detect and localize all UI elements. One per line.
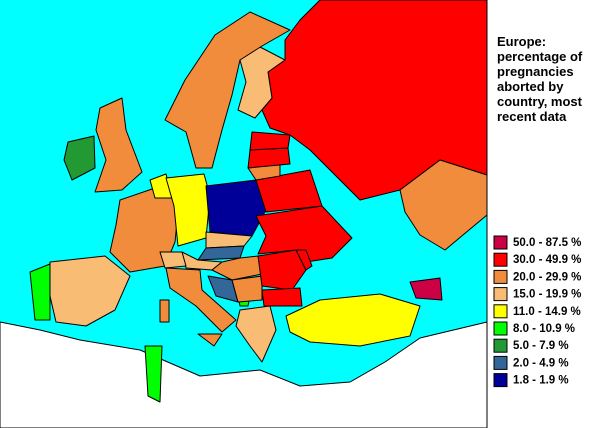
caucasus (409, 277, 443, 301)
sardinia (159, 299, 170, 323)
legend-swatch (493, 355, 508, 370)
legend-swatch (493, 304, 508, 319)
legend-swatch (493, 252, 508, 267)
legend-label: 11.0 - 14.9 % (513, 306, 581, 318)
finland (237, 41, 286, 119)
switzerland (159, 251, 187, 269)
serbia (231, 275, 263, 303)
sicily (197, 333, 223, 347)
portugal (29, 263, 51, 321)
legend-swatch (493, 373, 508, 388)
legend-label: 8.0 - 10.9 % (513, 323, 575, 335)
legend-label: 30.0 - 49.9 % (513, 254, 581, 266)
moldova (295, 249, 313, 271)
turkey (285, 293, 421, 347)
legend-swatch (493, 321, 508, 336)
italy (165, 267, 237, 333)
legend-label: 50.0 - 87.5 % (513, 237, 581, 249)
countries (0, 0, 488, 428)
legend-label: 5.0 - 7.9 % (513, 340, 569, 352)
united-kingdom (94, 97, 143, 193)
legend-swatch (493, 235, 508, 250)
spain (49, 255, 131, 327)
legend-label: 15.0 - 19.9 % (513, 289, 581, 301)
legend-swatch (493, 338, 508, 353)
greece (235, 305, 277, 363)
legend-swatch (493, 269, 508, 284)
legend-label: 1.8 - 1.9 % (513, 375, 569, 387)
belarus (255, 169, 323, 213)
kazakhstan (399, 159, 488, 251)
tunisia (144, 345, 163, 403)
legend-label: 2.0 - 4.9 % (513, 357, 569, 369)
legend-label: 20.0 - 29.9 % (513, 271, 581, 283)
bulgaria (261, 287, 303, 307)
legend: 50.0 - 87.5 % 30.0 - 49.9 % 20.0 - 29.9 % 1… (493, 235, 581, 388)
scandinavia (164, 11, 291, 169)
estonia (249, 131, 291, 151)
poland (205, 179, 267, 237)
map-title: Europe: percentage of pregnancies aborte… (497, 34, 583, 124)
latvia (247, 147, 291, 169)
ireland (63, 135, 96, 181)
legend-swatch (493, 287, 508, 302)
